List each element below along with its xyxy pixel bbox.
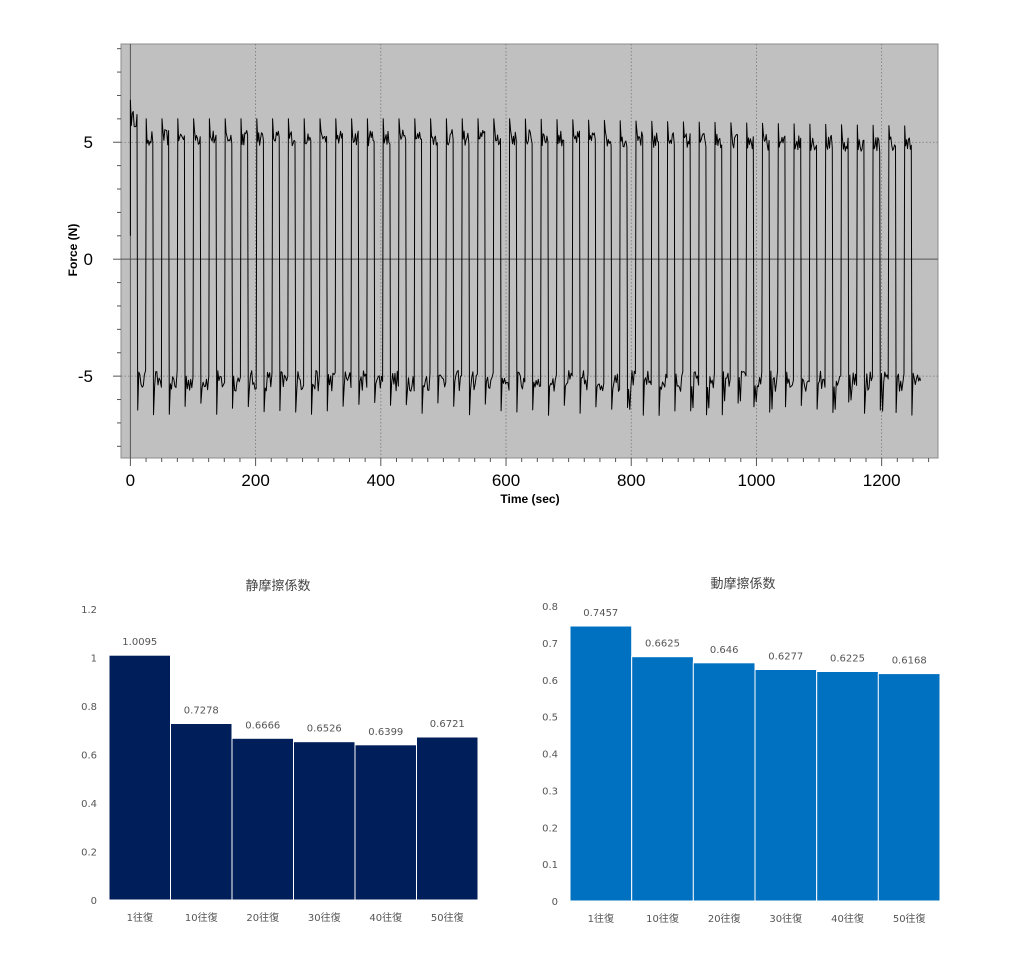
category-label: 40往復 <box>831 912 864 925</box>
y-tick-label: 0.2 <box>81 848 97 859</box>
y-tick-label: -5 <box>78 367 93 386</box>
bar <box>692 662 756 902</box>
bar <box>569 625 633 902</box>
bar-value-label: 1.0095 <box>122 637 157 648</box>
grid <box>121 44 938 458</box>
bar <box>416 736 479 901</box>
y-tick-label: 0.2 <box>542 823 558 834</box>
x-tick-label: 400 <box>367 471 395 490</box>
category-label: 1往復 <box>588 912 614 925</box>
axis-ticks: 0 200 400 600 800 1000 1200 5 0 -5 <box>78 48 930 490</box>
y-tick-label: 0.6 <box>81 751 97 762</box>
bar-value-label: 0.6666 <box>245 720 280 731</box>
x-tick-label: 600 <box>492 471 520 490</box>
bar-value-label: 0.6721 <box>430 719 465 730</box>
bar <box>231 737 294 901</box>
bar <box>877 673 941 902</box>
bar <box>754 669 818 902</box>
force-trace-line <box>129 99 921 416</box>
x-tick-label: 1000 <box>738 471 776 490</box>
x-tick-label: 1200 <box>863 471 901 490</box>
y-tick-label: 1 <box>91 654 97 665</box>
bar-value-label: 0.6625 <box>645 639 680 650</box>
bar <box>816 671 879 902</box>
y-axis-title: Force (N) <box>66 224 80 277</box>
category-label: 50往復 <box>893 912 926 925</box>
y-tick-label: 0.6 <box>542 676 558 687</box>
bar-value-label: 0.6526 <box>307 724 342 735</box>
bar <box>170 723 233 901</box>
bar-value-label: 0.646 <box>710 645 739 656</box>
y-tick-label: 0.8 <box>81 702 97 713</box>
category-label: 1往復 <box>127 911 153 924</box>
y-tick-label: 0.3 <box>542 786 558 797</box>
x-tick-label: 800 <box>617 471 645 490</box>
bar-value-label: 0.7457 <box>583 608 618 619</box>
category-label: 30往復 <box>308 911 341 924</box>
y-tick-label: 0 <box>91 896 97 907</box>
y-tick-label: 0.1 <box>542 860 558 871</box>
kinetic-friction-chart: 動摩擦係数 0 0.1 0.2 0.3 0.4 0.5 0.6 0.7 0.8 0.7457 1往復… <box>542 576 941 925</box>
bar-value-label: 0.6399 <box>368 727 403 738</box>
bar <box>108 654 171 901</box>
y-tick-label: 0.7 <box>542 639 558 650</box>
static-friction-title: 静摩擦係数 <box>245 578 310 594</box>
y-tick-label: 0.8 <box>542 602 558 613</box>
bar-value-label: 0.6168 <box>892 656 927 667</box>
y-tick-label: 0 <box>84 250 93 269</box>
y-tick-label: 1.2 <box>81 605 97 616</box>
x-tick-label: 0 <box>126 471 135 490</box>
static-friction-chart: 静摩擦係数 0 0.2 0.4 0.6 0.8 1 1.2 1.0095 1往復 0.7278 10… <box>81 578 479 924</box>
y-tick-label: 5 <box>84 133 93 152</box>
bar <box>293 741 356 901</box>
category-label: 10往復 <box>646 912 679 925</box>
category-label: 40往復 <box>369 911 402 924</box>
bar-value-label: 0.6277 <box>768 652 803 663</box>
bar-value-label: 0.6225 <box>830 654 865 665</box>
bar <box>631 656 694 902</box>
force-time-chart: 0 200 400 600 800 1000 1200 5 0 -5 Time (sec) For… <box>66 43 939 506</box>
category-label: 50往復 <box>431 911 464 924</box>
bar-value-label: 0.7278 <box>184 706 219 717</box>
x-tick-label: 200 <box>241 471 269 490</box>
y-tick-label: 0 <box>552 897 558 908</box>
category-label: 30往復 <box>769 912 802 925</box>
category-label: 20往復 <box>708 912 741 925</box>
plot-area <box>120 43 939 459</box>
category-label: 20往復 <box>246 911 279 924</box>
x-axis-title: Time (sec) <box>500 492 559 506</box>
kinetic-friction-title: 動摩擦係数 <box>710 576 775 592</box>
y-tick-label: 0.4 <box>81 799 97 810</box>
y-tick-label: 0.5 <box>542 713 558 724</box>
category-label: 10往復 <box>185 911 218 924</box>
y-tick-label: 0.4 <box>542 750 558 761</box>
bar <box>354 744 417 901</box>
